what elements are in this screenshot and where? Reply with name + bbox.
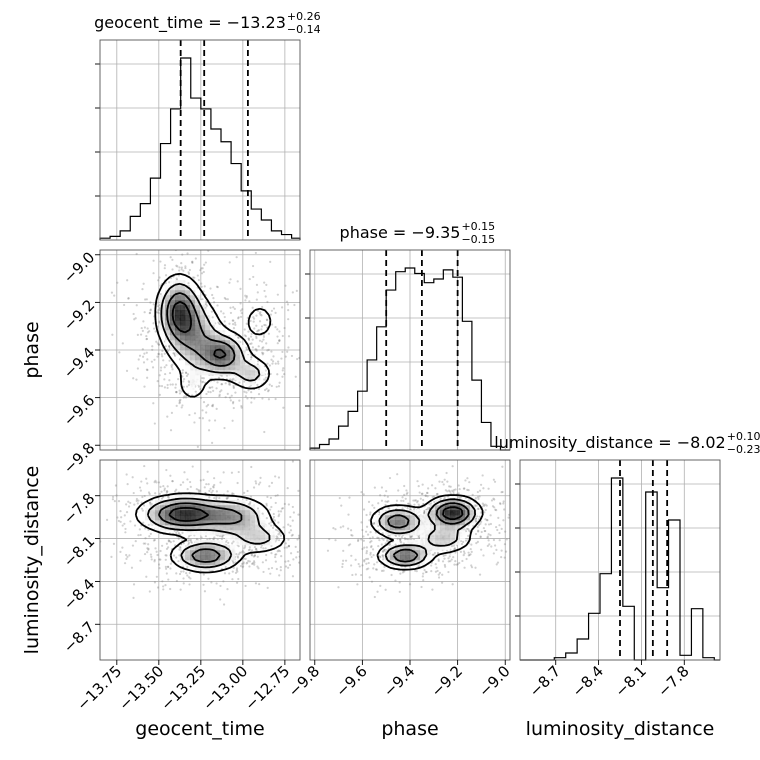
panel-frame [519,459,721,661]
y-axis-phase: −9.8 −9.6 −9.4 −9.2 −9.0 phase [21,248,100,477]
histogram-phase [309,267,510,451]
y-tick-label: −9.4 [60,344,98,382]
y-tick-label: −8.7 [60,618,98,656]
grid-lines [100,40,300,240]
density-shading [160,280,266,391]
title-plus-phase: +0.15 [461,220,495,233]
x-axis-label-phase: phase [381,718,438,740]
y-ticks [305,273,310,407]
title-geocent_time: geocent_time = −13.23 [94,13,286,33]
contour-level-3 [157,502,243,563]
grid-lines [310,250,510,450]
title-luminosity_distance: luminosity_distance = −8.02 [494,433,725,453]
x-tick-label: −9.0 [475,662,513,700]
x-axis-phase: −9.8 −9.6 −9.4 −9.2 −9.0 phase [285,660,514,740]
title-phase: phase = −9.35 [340,223,461,242]
y-tick-label: −9.0 [60,248,98,286]
grid-lines [310,460,510,660]
panel-frame [309,249,511,451]
x-tick-label: −13.00 [199,662,251,714]
x-axis-geocent_time: −13.75−13.50−13.25−13.00−12.75geocent_ti… [73,660,293,740]
x-tick-label: −9.2 [428,662,466,700]
x-axis-luminosity_distance: −8.7 −8.4 −8.1 −7.8 luminosity_distance [526,660,715,740]
y-tick-label: −9.8 [60,439,98,477]
x-tick-label: −8.1 [611,662,649,700]
density-panel-geocent_time-luminosity_distance [99,459,301,661]
x-tick-label: −9.8 [285,662,323,700]
title-minus-luminosity_distance: −0.23 [727,443,760,456]
y-ticks [95,63,100,197]
title-minus-geocent_time: −0.14 [287,23,321,36]
hist-panel-geocent_time: geocent_time = −13.23 +0.26−0.14 [94,10,321,241]
histogram-luminosity_distance [520,477,720,661]
x-tick-label: −7.8 [654,662,692,700]
y-tick-label: −7.8 [60,489,98,527]
x-tick-label: −9.4 [380,662,418,700]
title-plus-luminosity_distance: +0.10 [727,430,760,443]
density-panel-geocent_time-phase [99,249,301,451]
panel-frame [99,39,301,241]
histogram-geocent_time [99,57,301,240]
y-tick-label: −8.4 [60,575,98,613]
x-tick-label: −8.4 [569,662,607,700]
y-axis-label-phase: phase [21,321,43,378]
x-tick-label: −8.7 [526,662,564,700]
y-axis-label-luminosity_distance: luminosity_distance [21,466,43,655]
title-plus-geocent_time: +0.26 [287,10,321,23]
contour-level-4 [171,300,227,359]
panel-frame [99,459,301,661]
contour-level-2 [160,282,261,382]
contour-level-1 [134,492,286,574]
contour-level-1 [370,494,484,571]
hist-panel-phase: phase = −9.35 +0.15−0.15 [305,220,511,451]
x-axis-label-geocent_time: geocent_time [135,718,264,740]
contour-level-4 [442,506,464,520]
y-tick-label: −9.2 [60,296,98,334]
x-tick-label: −13.25 [157,662,209,714]
density-panel-phase-luminosity_distance [309,459,511,661]
y-tick-label: −8.1 [60,532,98,570]
title-minus-phase: −0.15 [461,233,495,246]
hist-panel-luminosity_distance: luminosity_distance = −8.02 +0.10−0.23 [494,430,760,661]
x-tick-label: −9.6 [332,662,370,700]
contour-level-4 [168,507,209,522]
contour-level-1 [154,272,272,398]
contour-level-3 [166,292,236,367]
x-axis-label-luminosity_distance: luminosity_distance [526,718,715,740]
x-tick-label: −13.50 [115,662,167,714]
y-tick-label: −9.6 [60,391,98,429]
contour-level-2 [146,497,271,569]
y-axis-luminosity_distance: −8.7 −8.4 −8.1 −7.8 luminosity_distance [21,466,100,656]
contour-level-2 [378,498,476,567]
y-ticks [515,483,520,617]
x-tick-label: −13.75 [73,662,125,714]
contour-level-3 [387,502,470,563]
